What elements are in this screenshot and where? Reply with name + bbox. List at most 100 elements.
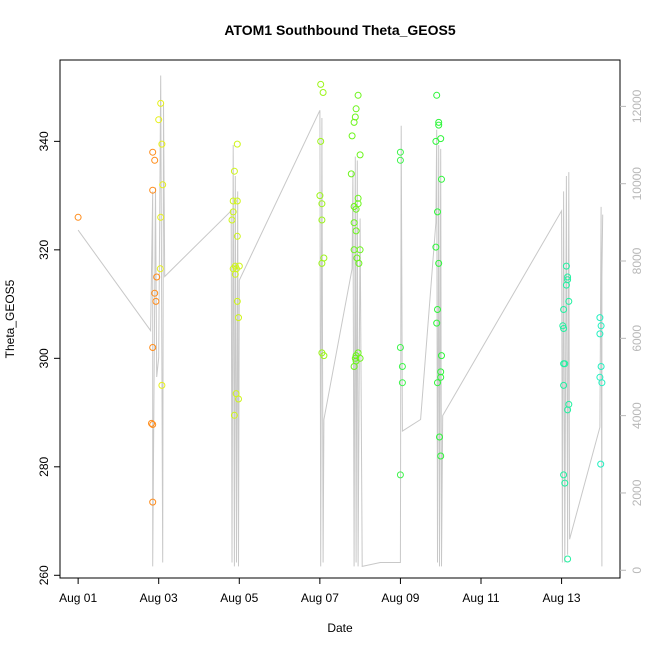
x-tick-label: Aug 13 [543, 591, 581, 605]
data-point [352, 105, 360, 113]
data-point [229, 208, 237, 216]
data-point [151, 289, 159, 297]
chart-title: ATOM1 Southbound Theta_GEOS5 [224, 22, 455, 38]
data-point [560, 325, 568, 332]
data-point [597, 322, 605, 330]
y2-tick-label: 2000 [630, 479, 644, 506]
data-point [149, 148, 157, 156]
data-point [565, 297, 573, 305]
data-point [350, 363, 358, 370]
data-point [396, 471, 404, 479]
data-point [435, 121, 443, 129]
data-point [235, 395, 242, 403]
data-point [230, 411, 238, 419]
data-point [398, 363, 406, 370]
data-point [597, 460, 605, 468]
data-point [560, 306, 568, 313]
data-point [157, 99, 165, 107]
data-point [396, 156, 404, 164]
data-point [152, 297, 160, 305]
data-point [435, 259, 443, 267]
data-point [317, 80, 325, 88]
data-point [151, 156, 159, 164]
y2-tick-label: 0 [630, 567, 644, 574]
data-point [230, 167, 238, 175]
y2-tick-label: 12000 [630, 89, 644, 123]
data-point [352, 227, 360, 235]
data-point [149, 344, 157, 351]
y-tick-label: 260 [37, 565, 51, 585]
data-point [229, 197, 237, 205]
y-axis: 260 280 300 320 340 [37, 131, 60, 585]
x-tick-label: Aug 09 [381, 591, 419, 605]
data-point [149, 421, 157, 428]
data-point [354, 194, 362, 202]
data-point [149, 186, 157, 194]
right-axis: 0 2000 4000 6000 8000 10000 12000 [620, 89, 644, 574]
data-point [564, 273, 572, 281]
x-tick-label: Aug 03 [140, 591, 178, 605]
data-point [436, 433, 443, 441]
y-tick-label: 320 [37, 240, 51, 260]
data-point [432, 137, 440, 145]
x-axis-label: Date [327, 621, 353, 635]
data-point [319, 89, 327, 96]
data-point [438, 352, 445, 360]
data-point [157, 213, 165, 221]
data-point [562, 262, 570, 270]
data-point [398, 379, 406, 387]
data-point [598, 379, 606, 387]
y2-tick-label: 6000 [630, 325, 644, 352]
data-point [233, 297, 241, 305]
y2-tick-label: 10000 [630, 167, 644, 201]
data-point [596, 314, 604, 322]
data-point [432, 243, 440, 251]
data-point [153, 273, 161, 281]
data-point [564, 406, 572, 414]
data-point [435, 118, 443, 126]
altitude-layer [77, 75, 604, 568]
x-tick-label: Aug 07 [301, 591, 339, 605]
data-point [159, 181, 167, 189]
data-point [596, 330, 604, 338]
data-point [317, 137, 325, 145]
data-point [149, 498, 157, 506]
data-point [561, 360, 569, 368]
x-tick-label: Aug 01 [59, 591, 97, 605]
data-point [433, 91, 441, 99]
data-point [347, 170, 355, 178]
data-point [348, 132, 356, 140]
data-point [350, 219, 358, 227]
data-point [434, 379, 441, 387]
data-point [318, 200, 326, 208]
data-point [597, 363, 605, 370]
data-point [158, 381, 166, 389]
data-point [564, 555, 572, 563]
y-tick-label: 300 [37, 348, 51, 368]
data-point [316, 192, 324, 200]
data-point [233, 140, 241, 148]
data-point [352, 205, 360, 213]
x-tick-label: Aug 11 [462, 591, 499, 605]
data-point [437, 373, 445, 381]
data-point [434, 306, 441, 313]
data-point [562, 281, 570, 289]
data-point [155, 116, 163, 124]
data-point [158, 140, 166, 148]
data-point [433, 319, 441, 327]
y-tick-label: 340 [37, 131, 51, 151]
data-point [320, 352, 328, 360]
y2-tick-label: 4000 [630, 402, 644, 429]
data-point [233, 197, 241, 205]
y-axis-label: Theta_GEOS5 [3, 279, 17, 358]
data-point [437, 452, 445, 460]
data-point [354, 91, 362, 99]
data-point [396, 344, 404, 351]
data-point [356, 246, 364, 254]
data-point [148, 419, 155, 427]
data-point [318, 259, 326, 267]
x-axis: Aug 01 Aug 03 Aug 05 Aug 07 Aug 09 Aug 11 Aug … [59, 578, 581, 605]
data-point [233, 232, 241, 240]
